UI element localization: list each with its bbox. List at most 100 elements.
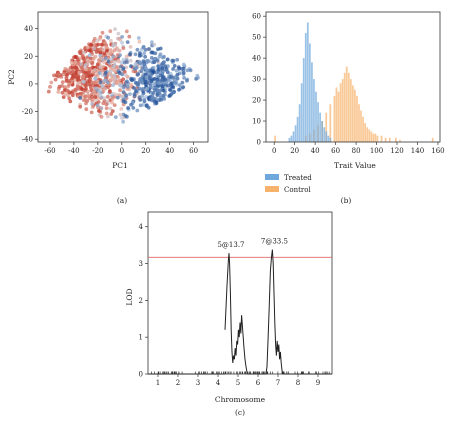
hist-ytick-label: 10 xyxy=(252,118,261,126)
hist-ytick-label: 30 xyxy=(252,76,261,84)
pca-point xyxy=(90,61,95,66)
hist-xtick-label: 0 xyxy=(272,147,276,155)
pca-point xyxy=(71,74,75,79)
hist-bar-treated xyxy=(306,22,309,143)
pca-point xyxy=(121,85,126,90)
pca-point xyxy=(106,114,110,119)
pca-point xyxy=(85,99,90,103)
pca-point xyxy=(88,67,93,72)
lod-xlabel: Chromosome xyxy=(215,395,266,404)
pca-point xyxy=(143,47,148,52)
panel-a-pca-scatter: -60 -40 -20 0 20 40 60 -40 -20 0 20 40 PC1 PC2 (a) xyxy=(7,11,209,205)
pca-point xyxy=(144,75,148,79)
pca-point xyxy=(162,60,167,64)
pca-point xyxy=(120,40,124,45)
pca-point xyxy=(177,66,182,71)
pca-point xyxy=(143,54,148,59)
pca-point xyxy=(85,89,90,94)
pca-point xyxy=(110,100,114,105)
pca-xtick-label: 60 xyxy=(189,147,198,155)
hist-bar-treated xyxy=(317,102,319,142)
pca-point xyxy=(171,75,175,80)
hist-bar-treated xyxy=(304,32,307,142)
pca-point xyxy=(161,69,165,74)
pca-point xyxy=(120,35,124,39)
pca-point xyxy=(142,59,146,64)
lod-xtick-label: 3 xyxy=(196,379,200,387)
pca-point xyxy=(87,74,92,79)
pca-point xyxy=(118,88,122,93)
pca-point xyxy=(89,110,94,115)
pca-point xyxy=(87,79,92,83)
hist-bar-control xyxy=(341,79,344,142)
pca-point xyxy=(103,66,108,70)
pca-point xyxy=(174,80,179,85)
pca-point xyxy=(145,86,149,91)
pca-point xyxy=(156,64,161,68)
pca-point xyxy=(66,89,71,94)
hist-xtick-label: 20 xyxy=(290,147,299,155)
pca-point xyxy=(154,101,159,106)
pca-point xyxy=(116,59,121,64)
hist-bar-control xyxy=(349,79,352,142)
hist-bar-treated xyxy=(323,127,326,142)
pca-point xyxy=(60,80,65,84)
legend-swatch-control xyxy=(265,186,279,192)
lod-ytick-label: 1 xyxy=(139,334,143,342)
pca-point xyxy=(70,93,75,98)
pca-point xyxy=(74,71,79,76)
hist-ytick-label: 50 xyxy=(252,34,261,42)
pca-point xyxy=(171,58,176,63)
pca-point xyxy=(116,31,121,36)
pca-point xyxy=(126,106,130,110)
pca-point xyxy=(75,58,80,62)
pca-point xyxy=(157,91,161,96)
pca-point xyxy=(101,101,106,106)
pca-point xyxy=(71,89,75,93)
pca-point xyxy=(121,119,125,124)
pca-point xyxy=(174,68,179,73)
pca-point xyxy=(145,69,149,73)
histogram-axes: 0 20 40 60 80 100 120 140 160 0 10 20 30 40 50 60 xyxy=(252,11,445,155)
hist-bar-treated xyxy=(325,131,328,142)
histogram-bars xyxy=(274,22,434,143)
pca-point xyxy=(102,96,107,101)
pca-point xyxy=(104,111,109,116)
hist-bar-control xyxy=(394,137,397,142)
hist-bar-control xyxy=(380,135,383,142)
pca-point xyxy=(181,85,186,89)
pca-point xyxy=(125,84,130,89)
pca-axes: -60 -40 -20 0 20 40 60 -40 -20 0 20 40 xyxy=(22,11,209,155)
pca-point xyxy=(96,42,101,47)
hist-bar-control xyxy=(356,95,358,142)
hist-bar-control xyxy=(354,89,356,142)
pca-point xyxy=(164,68,169,73)
pca-point xyxy=(90,105,95,110)
pca-point xyxy=(124,93,129,98)
pca-point xyxy=(82,57,87,62)
pca-point xyxy=(107,71,112,76)
pca-point xyxy=(88,59,93,63)
pca-point xyxy=(73,54,78,59)
pca-point xyxy=(110,96,115,100)
pca-point xyxy=(108,90,112,94)
pca-point xyxy=(104,45,109,50)
panel-b-histogram: 0 20 40 60 80 100 120 140 160 0 10 20 30 40 50 60 Trait… xyxy=(252,11,445,205)
pca-point xyxy=(84,94,88,99)
hist-bar-treated xyxy=(313,79,315,142)
legend-swatch-treated xyxy=(265,174,279,180)
pca-ytick-label: 20 xyxy=(24,53,33,61)
pca-point xyxy=(115,36,120,41)
pca-point xyxy=(120,72,125,77)
pca-point xyxy=(139,76,144,81)
pca-point xyxy=(93,73,98,78)
pca-point xyxy=(56,90,61,94)
pca-point xyxy=(80,53,85,58)
pca-point xyxy=(136,36,141,40)
pca-point xyxy=(133,80,138,85)
pca-point xyxy=(160,84,165,89)
pca-point xyxy=(91,83,95,87)
pca-point xyxy=(195,73,200,78)
pca-point xyxy=(77,70,82,75)
